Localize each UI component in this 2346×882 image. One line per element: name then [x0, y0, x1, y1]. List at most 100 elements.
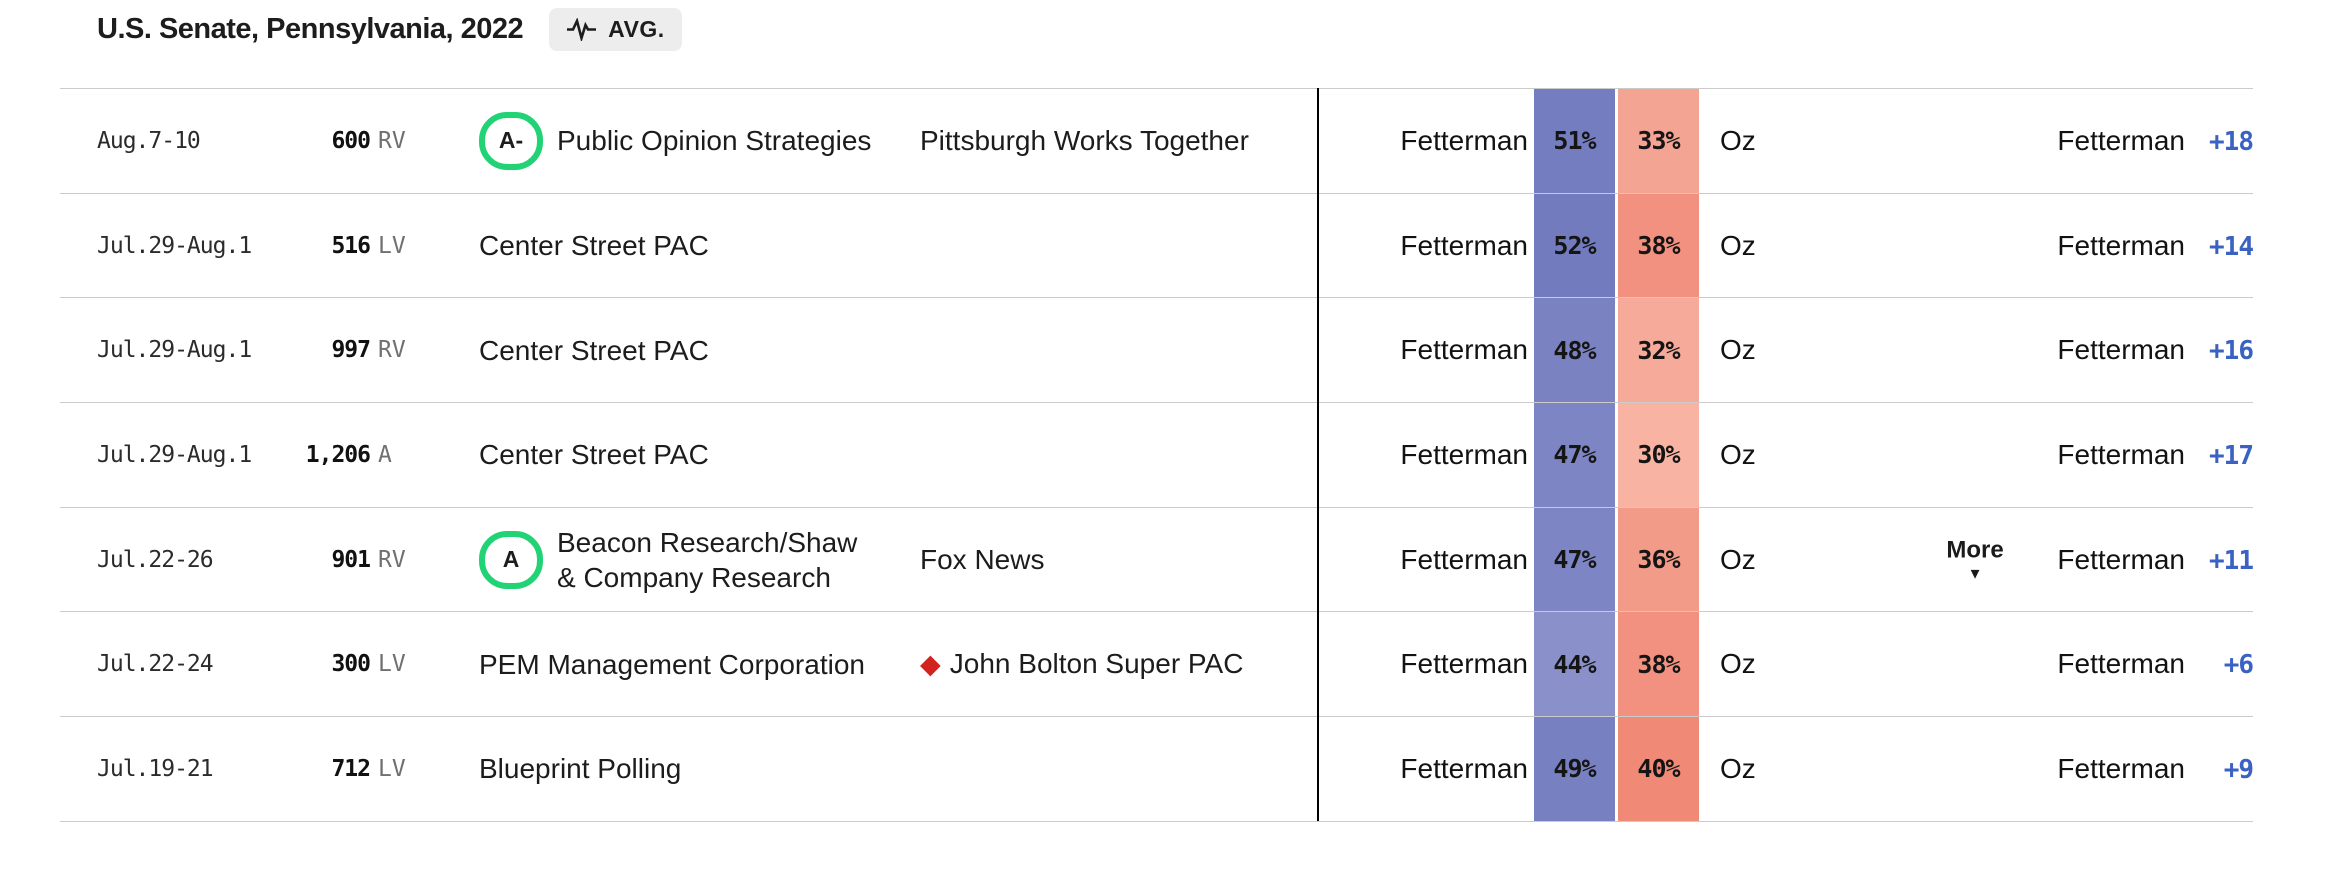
lead-margin: +11 — [2209, 545, 2254, 576]
dem-pct-cell: 47% — [1534, 403, 1615, 507]
dem-pct-cell: 44% — [1534, 612, 1615, 717]
pollster-name-line1: PEM Management Corporation — [479, 648, 865, 680]
sample-size: 997 — [331, 337, 371, 364]
sample-type: RV — [378, 337, 406, 364]
pollster-cell: A- Public Opinion Strategies — [479, 89, 924, 193]
pollster-grade-badge[interactable]: A- — [479, 111, 543, 170]
leader-name: Fetterman — [2057, 752, 2185, 784]
sample-size: 901 — [331, 546, 371, 573]
partisan-diamond-icon: ◆ — [920, 648, 941, 679]
pollster-cell: A Beacon Research/Shaw & Company Researc… — [479, 508, 924, 612]
dem-candidate-name: Fetterman — [1400, 124, 1528, 156]
rep-candidate-name: Oz — [1720, 334, 1756, 366]
pollster-cell: Center Street PAC — [479, 298, 924, 402]
sample-type: LV — [378, 755, 406, 782]
sample-size: 1,206 — [305, 441, 371, 468]
poll-row: Jul.19-21 712 LV Blueprint Polling Fette… — [60, 716, 2254, 821]
dem-pct-cell: 52% — [1534, 193, 1615, 298]
poll-dates: Jul.29-Aug.1 — [97, 232, 252, 259]
dem-candidate-name: Fetterman — [1400, 648, 1528, 680]
lead-cell: Fetterman +14 — [2057, 229, 2254, 262]
page-header: U.S. Senate, Pennsylvania, 2022 AVG. — [97, 8, 682, 51]
sample-size: 300 — [331, 651, 371, 678]
sample-size: 712 — [331, 755, 371, 782]
pollster-name[interactable]: PEM Management Corporation — [479, 647, 865, 682]
poll-row: Jul.29-Aug.1 1,206 A Center Street PAC F… — [60, 402, 2254, 507]
lead-cell: Fetterman +11 — [2057, 544, 2254, 576]
pollster-name-line1: Public Opinion Strategies — [557, 125, 872, 157]
lead-margin: +9 — [2223, 754, 2254, 785]
sponsor-name: Fox News — [920, 543, 1045, 575]
lead-cell: Fetterman +6 — [2057, 648, 2254, 681]
poll-dates: Jul.29-Aug.1 — [97, 441, 252, 468]
pollster-name[interactable]: Beacon Research/Shaw & Company Research — [557, 525, 857, 595]
dem-candidate-name: Fetterman — [1400, 752, 1528, 784]
rep-pct-cell: 36% — [1618, 507, 1699, 612]
more-button-label: More — [1946, 536, 2004, 564]
pollster-name-line1: Center Street PAC — [479, 439, 709, 471]
sponsor-cell: Fox News — [920, 508, 1312, 612]
sample-type: RV — [378, 127, 406, 154]
poll-dates: Jul.22-24 — [97, 651, 214, 678]
leader-name: Fetterman — [2057, 438, 2185, 470]
rep-pct-cell: 38% — [1618, 612, 1699, 717]
rep-pct-cell: 33% — [1618, 89, 1699, 193]
sample-type: LV — [378, 651, 406, 678]
dem-pct-cell: 47% — [1534, 507, 1615, 612]
poll-row: Jul.29-Aug.1 516 LV Center Street PAC Fe… — [60, 192, 2254, 298]
sample-size: 600 — [331, 127, 371, 154]
lead-margin: +14 — [2209, 231, 2254, 262]
dem-candidate-name: Fetterman — [1400, 229, 1528, 261]
results-divider-line — [1317, 88, 1319, 821]
rep-candidate-name: Oz — [1720, 752, 1756, 784]
sample-type: LV — [378, 232, 406, 259]
polls-table: Aug.7-10 600 RV A- Public Opinion Strate… — [60, 88, 2254, 822]
rep-candidate-name: Oz — [1720, 229, 1756, 261]
pollster-cell: Center Street PAC — [479, 194, 924, 298]
dem-pct-cell: 51% — [1534, 89, 1615, 193]
dem-candidate-name: Fetterman — [1400, 543, 1528, 575]
avg-toggle-button[interactable]: AVG. — [549, 8, 682, 51]
lead-cell: Fetterman +17 — [2057, 438, 2254, 471]
lead-margin: +6 — [2223, 650, 2254, 681]
lead-cell: Fetterman +9 — [2057, 752, 2254, 785]
poll-row: Jul.22-24 300 LV PEM Management Corporat… — [60, 611, 2254, 717]
pollster-name[interactable]: Center Street PAC — [479, 228, 709, 263]
leader-name: Fetterman — [2057, 229, 2185, 261]
poll-dates: Jul.22-26 — [97, 546, 214, 573]
pollster-name[interactable]: Center Street PAC — [479, 437, 709, 472]
rep-pct-cell: 38% — [1618, 193, 1699, 298]
dem-pct-cell: 48% — [1534, 298, 1615, 403]
lead-cell: Fetterman +18 — [2057, 124, 2254, 157]
pollster-name-line1: Center Street PAC — [479, 334, 709, 366]
avg-label: AVG. — [608, 16, 665, 42]
lead-margin: +18 — [2209, 126, 2254, 157]
page-title: U.S. Senate, Pennsylvania, 2022 — [97, 13, 524, 45]
dem-pct-cell: 49% — [1534, 717, 1615, 821]
rep-candidate-name: Oz — [1720, 648, 1756, 680]
sponsor-name: Pittsburgh Works Together — [920, 124, 1249, 156]
rep-candidate-name: Oz — [1720, 543, 1756, 575]
lead-cell: Fetterman +16 — [2057, 334, 2254, 367]
pollster-grade-badge[interactable]: A — [479, 530, 543, 589]
poll-dates: Jul.19-21 — [97, 755, 214, 782]
poll-row: Jul.22-26 901 RV A Beacon Research/Shaw … — [60, 506, 2254, 612]
rep-pct-cell: 30% — [1618, 403, 1699, 507]
sample-type: RV — [378, 546, 406, 573]
poll-row: Jul.29-Aug.1 997 RV Center Street PAC Fe… — [60, 297, 2254, 403]
lead-margin: +16 — [2209, 336, 2254, 367]
pollster-name-line1: Center Street PAC — [479, 230, 709, 262]
pollster-name[interactable]: Blueprint Polling — [479, 751, 681, 786]
pollster-name[interactable]: Center Street PAC — [479, 333, 709, 368]
sponsor-cell: ◆ John Bolton Super PAC — [920, 612, 1312, 716]
rep-candidate-name: Oz — [1720, 438, 1756, 470]
leader-name: Fetterman — [2057, 124, 2185, 156]
pollster-name[interactable]: Public Opinion Strategies — [557, 123, 871, 158]
leader-name: Fetterman — [2057, 648, 2185, 680]
rep-candidate-name: Oz — [1720, 124, 1756, 156]
lead-margin: +17 — [2209, 440, 2254, 471]
more-button[interactable]: More ▼ — [1900, 536, 2050, 582]
sponsor-name: John Bolton Super PAC — [949, 648, 1244, 680]
rep-pct-cell: 40% — [1618, 717, 1699, 821]
